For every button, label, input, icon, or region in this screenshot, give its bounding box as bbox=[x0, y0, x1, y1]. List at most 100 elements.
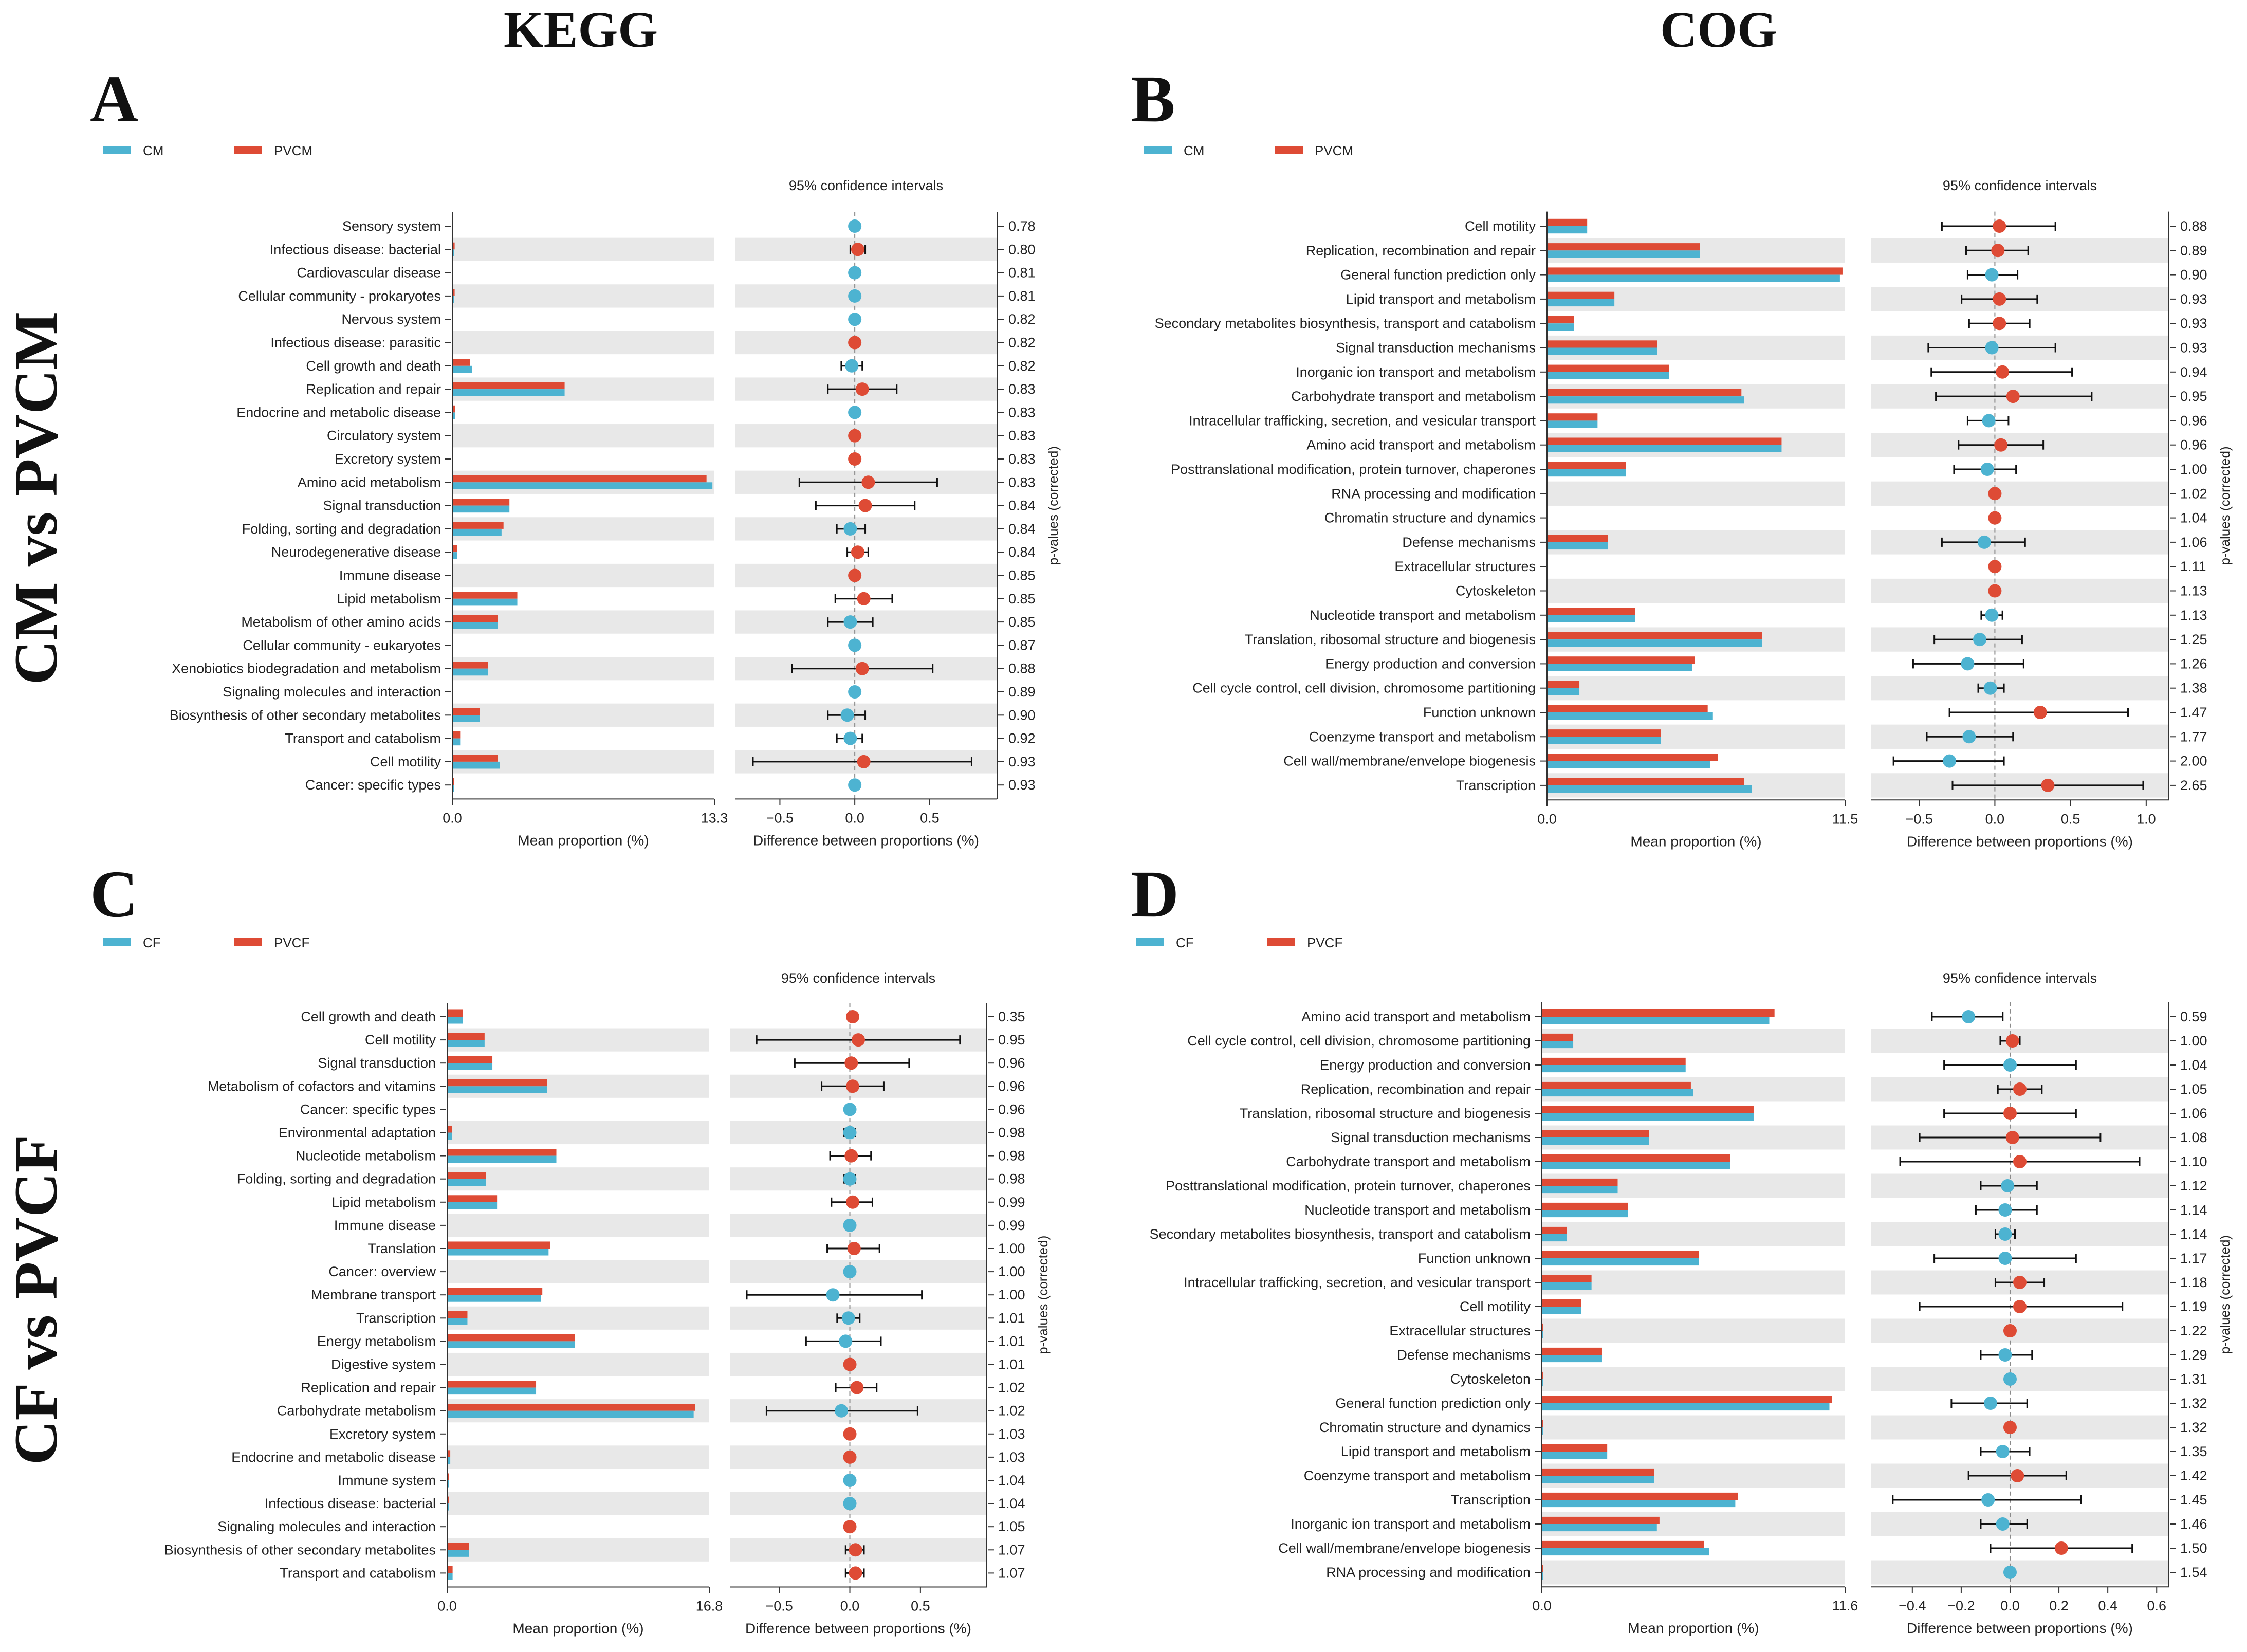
category-label: Nucleotide transport and metabolism bbox=[1310, 608, 1536, 623]
row-stripe-left bbox=[1542, 1318, 1845, 1343]
difference-point bbox=[855, 382, 869, 396]
difference-point bbox=[843, 1450, 857, 1464]
row-stripe-right bbox=[730, 1167, 987, 1191]
bar-group2 bbox=[1547, 413, 1598, 421]
pvalue-label: 0.87 bbox=[1008, 637, 1036, 653]
category-label: Lipid transport and metabolism bbox=[1346, 291, 1536, 307]
category-label: Signaling molecules and interaction bbox=[217, 1519, 436, 1534]
bar-group1 bbox=[1547, 712, 1713, 720]
bar-group2 bbox=[447, 1496, 449, 1504]
pvalue-label: 0.93 bbox=[1008, 754, 1036, 769]
difference-point bbox=[1988, 560, 2002, 574]
bar-group2 bbox=[1542, 1468, 1654, 1476]
category-label: Cell growth and death bbox=[306, 358, 441, 374]
pvalue-label: 1.14 bbox=[2180, 1202, 2207, 1218]
category-label: Nucleotide transport and metabolism bbox=[1304, 1202, 1531, 1218]
difference-point bbox=[844, 1149, 858, 1163]
panel-label-a: A bbox=[90, 62, 138, 136]
difference-point bbox=[843, 1218, 857, 1232]
bar-group1 bbox=[452, 249, 454, 256]
category-label: Replication, recombination and repair bbox=[1306, 243, 1536, 258]
difference-point bbox=[1988, 511, 2002, 525]
bar-group2 bbox=[452, 755, 498, 762]
bar-group2 bbox=[447, 1241, 550, 1249]
category-label: Signaling molecules and interaction bbox=[223, 684, 441, 700]
bar-group2 bbox=[452, 382, 565, 390]
difference-point bbox=[857, 755, 871, 768]
row-stripe-right bbox=[730, 1121, 987, 1145]
difference-point bbox=[846, 1195, 860, 1209]
bar-group2 bbox=[1542, 1396, 1832, 1403]
pvalue-label: 1.45 bbox=[2180, 1492, 2207, 1508]
bar-group2 bbox=[452, 778, 454, 785]
pvalue-label: 0.90 bbox=[2180, 267, 2207, 283]
bar-group2 bbox=[1547, 437, 1782, 445]
difference-point bbox=[1993, 292, 2006, 306]
category-label: Membrane transport bbox=[311, 1287, 436, 1302]
legend-swatch-group2 bbox=[234, 938, 262, 946]
pvalue-label: 0.84 bbox=[1008, 498, 1036, 513]
category-label: Cell motility bbox=[365, 1032, 436, 1048]
category-label: Cell wall/membrane/envelope biogenesis bbox=[1278, 1540, 1531, 1556]
right-x-tick-label: 1.0 bbox=[2137, 811, 2156, 827]
category-label: Chromatin structure and dynamics bbox=[1319, 1420, 1531, 1435]
difference-point bbox=[855, 662, 869, 675]
difference-point bbox=[2003, 1324, 2017, 1337]
category-label: Amino acid metabolism bbox=[298, 474, 441, 490]
pvalue-label: 1.47 bbox=[2180, 705, 2207, 720]
category-label: Inorganic ion transport and metabolism bbox=[1296, 364, 1536, 380]
difference-point bbox=[1996, 1517, 2010, 1531]
category-label: Cell motility bbox=[370, 754, 441, 769]
legend-label-group2: PVCM bbox=[1315, 143, 1353, 158]
bar-group2 bbox=[1547, 364, 1669, 372]
bar-group1 bbox=[1542, 1282, 1592, 1290]
category-label: Signal transduction bbox=[318, 1055, 436, 1071]
bar-group1 bbox=[452, 296, 454, 303]
difference-point bbox=[2003, 1372, 2017, 1386]
pvalue-label: 0.95 bbox=[2180, 389, 2207, 404]
category-label: Transcription bbox=[1451, 1492, 1531, 1508]
bar-group2 bbox=[447, 1473, 449, 1480]
category-label: Excretory system bbox=[329, 1426, 436, 1442]
bar-group2 bbox=[1542, 1009, 1775, 1017]
category-label: RNA processing and modification bbox=[1326, 1565, 1531, 1580]
bar-group1 bbox=[452, 482, 713, 489]
pvalue-label: 1.54 bbox=[2180, 1565, 2207, 1580]
bar-group1 bbox=[1547, 226, 1588, 234]
category-label: Nervous system bbox=[341, 311, 441, 327]
pvalue-label: 0.98 bbox=[998, 1148, 1025, 1164]
left-x-tick-label: 16.8 bbox=[696, 1598, 723, 1613]
bar-group2 bbox=[452, 405, 455, 413]
pvalue-label: 0.98 bbox=[998, 1125, 1025, 1141]
bar-group1 bbox=[1547, 688, 1580, 695]
category-label: Endocrine and metabolic disease bbox=[236, 405, 441, 420]
pvalue-label: 0.96 bbox=[2180, 437, 2207, 453]
difference-point bbox=[843, 1497, 857, 1511]
bar-group1 bbox=[1542, 1307, 1581, 1314]
difference-point bbox=[857, 592, 871, 605]
left-x-axis-label: Mean proportion (%) bbox=[1628, 1620, 1759, 1636]
row-stripe-right bbox=[1871, 1367, 2169, 1391]
left-x-tick-label: 11.6 bbox=[1832, 1598, 1858, 1613]
pvalue-label: 1.00 bbox=[998, 1241, 1025, 1256]
category-label: Energy metabolism bbox=[317, 1333, 436, 1349]
row-stripe-left bbox=[447, 1121, 709, 1145]
left-x-axis-label: Mean proportion (%) bbox=[512, 1620, 643, 1636]
row-stripe-left bbox=[452, 657, 714, 681]
pvalue-label: 2.00 bbox=[2180, 754, 2207, 769]
difference-point bbox=[850, 1381, 864, 1394]
bar-group1 bbox=[1547, 639, 1762, 647]
right-x-tick-label: −0.5 bbox=[1906, 811, 1933, 827]
bar-group1 bbox=[1547, 347, 1657, 355]
category-label: Coenzyme transport and metabolism bbox=[1304, 1468, 1531, 1483]
category-label: Cytoskeleton bbox=[1456, 583, 1536, 599]
pvalue-label: 1.01 bbox=[998, 1310, 1025, 1326]
difference-point bbox=[846, 1010, 860, 1023]
category-label: Carbohydrate transport and metabolism bbox=[1291, 389, 1536, 404]
bar-group1 bbox=[452, 761, 500, 769]
difference-point bbox=[848, 452, 862, 466]
difference-point bbox=[1985, 608, 1999, 622]
difference-point bbox=[852, 1033, 865, 1047]
pvalue-label: 0.95 bbox=[998, 1032, 1025, 1048]
